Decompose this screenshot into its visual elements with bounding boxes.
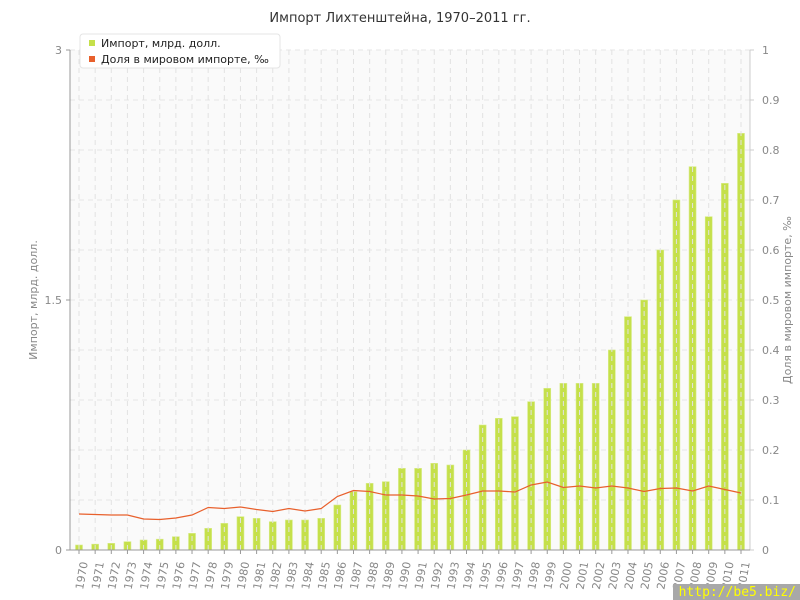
x-tick-label: 2004 (622, 561, 640, 591)
x-tick-label: 1989 (380, 561, 398, 591)
legend-label-share: Доля в мировом импорте, ‰ (101, 53, 269, 66)
y2-tick-label: 0.4 (762, 344, 780, 357)
x-tick-label: 1979 (218, 561, 236, 591)
x-tick-label: 1993 (445, 561, 463, 591)
y2-tick-label: 0.8 (762, 144, 780, 157)
x-tick-label: 1995 (477, 561, 495, 591)
x-tick-label: 1991 (412, 561, 430, 591)
y2-axis-label: Доля в мировом импорте, ‰ (781, 216, 794, 384)
x-tick-label: 2011 (735, 561, 753, 591)
y2-tick-label: 0 (762, 544, 769, 557)
x-tick-label: 1983 (283, 561, 301, 591)
y2-tick-label: 1 (762, 44, 769, 57)
y-axis-label: Импорт, млрд. долл. (27, 240, 40, 360)
x-tick-label: 1999 (541, 561, 559, 591)
x-tick-label: 1992 (428, 561, 446, 591)
x-tick-label: 1988 (364, 561, 382, 591)
y2-tick-label: 0.2 (762, 444, 780, 457)
x-tick-label: 1987 (348, 561, 366, 591)
chart-title: Импорт Лихтенштейна, 1970–2011 гг. (269, 11, 530, 26)
x-tick-label: 1974 (138, 561, 156, 591)
x-tick-label: 2010 (719, 561, 737, 591)
vertical-grid (78, 50, 742, 550)
legend-label-import: Импорт, млрд. долл. (101, 37, 221, 50)
x-tick-label: 1997 (509, 561, 527, 591)
y-tick-label: 1.5 (45, 294, 63, 307)
watermark: http://be5.biz/ (672, 584, 800, 600)
y-tick-label: 3 (55, 44, 62, 57)
y-tick-label: 0 (55, 544, 62, 557)
x-tick-label: 1980 (235, 561, 253, 591)
y2-tick-label: 0.1 (762, 494, 780, 507)
plot-area (70, 50, 750, 550)
share-line (78, 481, 742, 521)
y2-tick-label: 0.5 (762, 294, 780, 307)
y2-tick-label: 0.6 (762, 244, 780, 257)
x-tick-label: 1976 (170, 561, 188, 591)
x-tick-label: 1990 (396, 561, 414, 591)
x-tick-label: 1981 (251, 561, 269, 591)
x-tick-label: 1975 (154, 561, 172, 591)
legend-swatch-share (89, 56, 95, 62)
x-tick-label: 2001 (574, 561, 592, 591)
x-tick-label: 1994 (461, 561, 479, 591)
x-tick-label: 2005 (638, 561, 656, 591)
x-tick-label: 1982 (267, 561, 285, 591)
x-tick-label: 1978 (202, 561, 220, 591)
x-tick-label: 1970 (73, 561, 91, 591)
y2-tick-label: 0.7 (762, 194, 780, 207)
x-tick-label: 2007 (671, 561, 689, 591)
x-tick-label: 1984 (299, 561, 317, 591)
x-tick-label: 1977 (186, 561, 204, 591)
legend: Импорт, млрд. долл. Доля в мировом импор… (79, 33, 281, 69)
x-tick-label: 2008 (687, 561, 705, 591)
x-tick-label: 1971 (89, 561, 107, 591)
x-tick-label: 2000 (558, 561, 576, 591)
legend-swatch-import (89, 40, 95, 46)
x-tick-label: 2006 (654, 561, 672, 591)
x-tick-label: 1998 (525, 561, 543, 591)
x-tick-label: 1972 (105, 561, 123, 591)
x-tick-label: 1973 (122, 561, 140, 591)
y2-tick-label: 0.9 (762, 94, 780, 107)
tick-labels: 00.10.20.30.40.50.60.70.80.9101.53197019… (45, 44, 780, 591)
x-tick-label: 1986 (331, 561, 349, 591)
x-tick-label: 1985 (315, 561, 333, 591)
y2-tick-label: 0.3 (762, 394, 780, 407)
x-tick-label: 2002 (590, 561, 608, 591)
x-tick-label: 2003 (606, 561, 624, 591)
x-tick-label: 2009 (703, 561, 721, 591)
x-tick-label: 1996 (493, 561, 511, 591)
